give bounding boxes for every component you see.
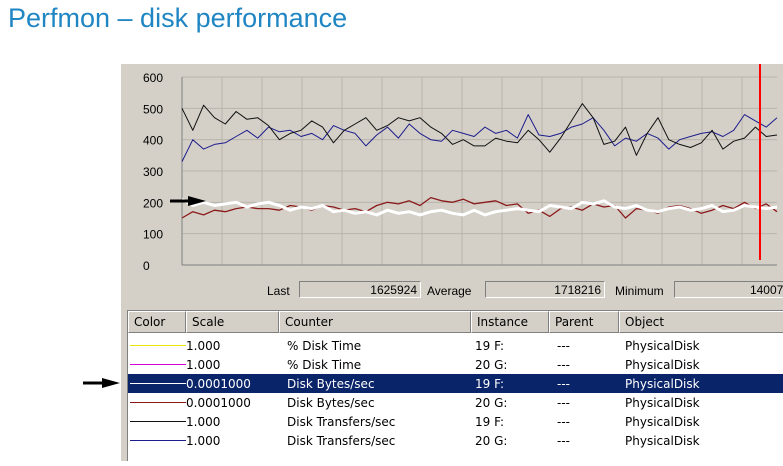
- y-tick-label: 100: [143, 228, 163, 242]
- legend-object: PhysicalDisk: [625, 357, 700, 372]
- row-arrow-icon: [83, 378, 120, 388]
- legend-instance: 20 G:: [475, 357, 508, 372]
- plot-area: [182, 64, 783, 273]
- legend-row[interactable]: 1.000 Disk Transfers/sec 19 F: --- PhysicalD…: [128, 412, 783, 431]
- legend-scale: 1.000: [186, 414, 221, 429]
- legend-counter: % Disk Time: [287, 357, 362, 372]
- column-header-counter[interactable]: Counter: [279, 311, 471, 333]
- legend-object: PhysicalDisk: [625, 433, 700, 448]
- performance-graph[interactable]: 600 500 400 300 200 100 0: [121, 64, 783, 273]
- color-line-icon: [130, 440, 186, 441]
- y-tick-label: 0: [143, 259, 150, 273]
- minimum-label: Minimum: [615, 284, 664, 298]
- legend-instance: 20 G:: [475, 433, 508, 448]
- legend-object: PhysicalDisk: [625, 338, 700, 353]
- legend-color-swatch: [128, 355, 186, 374]
- column-header-color[interactable]: Color: [128, 311, 186, 333]
- statistics-bar: Last 1625924 Average 1718216 Minimum 140…: [121, 273, 783, 306]
- legend-counter: Disk Transfers/sec: [287, 414, 396, 429]
- y-tick-label: 600: [143, 71, 163, 85]
- color-line-icon: [130, 421, 186, 422]
- legend-parent: ---: [557, 376, 570, 391]
- legend-scale: 0.0001000: [186, 376, 251, 391]
- series-line-disk-bytes-19f: [181, 197, 778, 217]
- legend-row[interactable]: 1.000 % Disk Time 20 G: --- PhysicalDisk: [128, 355, 783, 374]
- legend-parent: ---: [557, 357, 570, 372]
- series-line-disk-transfers-19f: [181, 103, 778, 156]
- y-tick-label: 400: [143, 134, 163, 148]
- legend-instance: 20 G:: [475, 395, 508, 410]
- legend-scale: 0.0001000: [186, 395, 251, 410]
- legend-row[interactable]: 1.000 Disk Transfers/sec 20 G: --- PhysicalD…: [128, 431, 783, 450]
- color-line-icon: [130, 364, 186, 365]
- legend-color-swatch: [128, 431, 186, 450]
- legend-parent: ---: [557, 395, 570, 410]
- legend-rows: 1.000% Disk Time 19 F: --- PhysicalDisk 1.00…: [128, 333, 783, 450]
- average-label: Average: [427, 284, 472, 298]
- legend-object: PhysicalDisk: [625, 376, 700, 391]
- column-header-scale[interactable]: Scale: [186, 311, 279, 333]
- column-header-object[interactable]: Object: [619, 311, 783, 333]
- legend-color-swatch: [128, 412, 186, 431]
- legend-color-swatch: [128, 374, 186, 393]
- legend-row[interactable]: 0.0001000 Disk Bytes/sec 20 G: --- PhysicalD…: [128, 393, 783, 412]
- legend-parent: ---: [557, 414, 570, 429]
- legend-instance: 19 F:: [475, 414, 505, 429]
- color-line-icon: [130, 345, 186, 346]
- legend-object: PhysicalDisk: [625, 414, 700, 429]
- column-header-parent[interactable]: Parent: [549, 311, 619, 333]
- series-line-disk-transfers-20g: [181, 114, 778, 162]
- legend-counter: % Disk Time: [287, 338, 362, 353]
- legend-instance: 19 F:: [475, 376, 505, 391]
- legend-counter: Disk Bytes/sec: [287, 376, 375, 391]
- last-label: Last: [267, 284, 290, 298]
- legend-color-swatch: [128, 336, 186, 355]
- legend-instance: 19 F:: [475, 338, 505, 353]
- color-line-icon: [130, 383, 186, 384]
- legend-row[interactable]: 1.000 % Disk Time 19 F: --- PhysicalDisk: [128, 336, 783, 355]
- legend-scale: 1.000: [186, 357, 221, 372]
- counter-legend: Color Scale Counter Instance Parent Obje…: [127, 310, 783, 461]
- color-line-icon: [130, 402, 186, 403]
- legend-counter: Disk Transfers/sec: [287, 433, 396, 448]
- legend-color-swatch: [128, 393, 186, 412]
- legend-row[interactable]: 0.0001000 Disk Bytes/sec 19 F: --- PhysicalD…: [128, 374, 783, 393]
- y-tick-label: 300: [143, 165, 163, 179]
- y-tick-label: 500: [143, 102, 163, 116]
- y-tick-label: 200: [143, 196, 163, 210]
- column-header-instance[interactable]: Instance: [471, 311, 549, 333]
- legend-scale: 1.000: [186, 338, 221, 353]
- legend-parent: ---: [557, 433, 570, 448]
- perfmon-window: 600 500 400 300 200 100 0 Last 1625924 Average…: [121, 64, 783, 461]
- legend-object: PhysicalDisk: [625, 395, 700, 410]
- series-line-disk-bytes-20g: [181, 196, 778, 219]
- legend-parent: ---: [557, 338, 570, 353]
- minimum-value: 140074: [674, 281, 783, 298]
- legend-scale: 1.000: [186, 433, 221, 448]
- last-value: 1625924: [299, 281, 421, 298]
- legend-counter: Disk Bytes/sec: [287, 395, 375, 410]
- legend-header: Color Scale Counter Instance Parent Obje…: [128, 311, 783, 333]
- slide-title: Perfmon – disk performance: [8, 3, 348, 33]
- average-value: 1718216: [485, 281, 605, 298]
